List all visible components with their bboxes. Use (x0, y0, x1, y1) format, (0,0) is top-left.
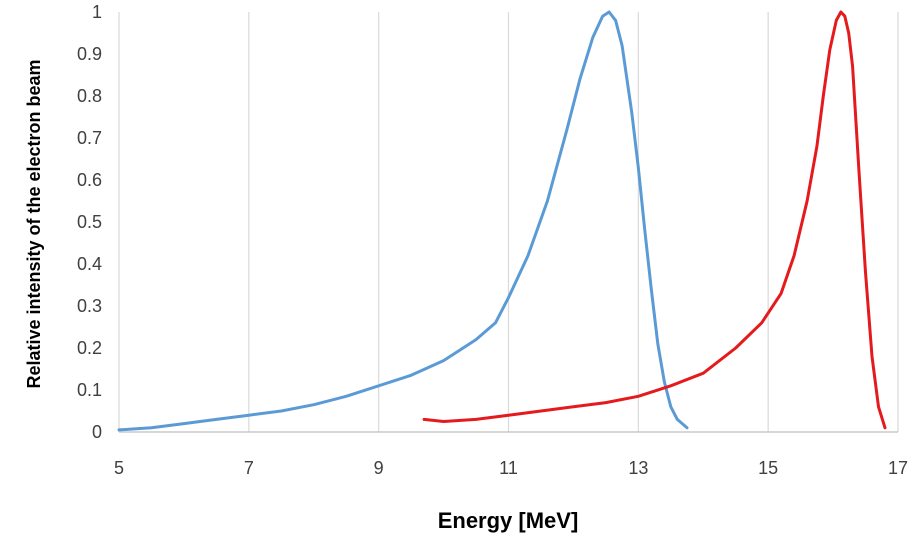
y-tick-label-6: 0.6 (77, 170, 102, 190)
x-tick-label-4: 13 (628, 458, 648, 478)
x-tick-label-0: 5 (114, 458, 124, 478)
y-tick-label-9: 0.9 (77, 44, 102, 64)
x-tick-label-2: 9 (374, 458, 384, 478)
y-tick-label-7: 0.7 (77, 128, 102, 148)
y-tick-label-2: 0.2 (77, 338, 102, 358)
x-tick-label-3: 11 (499, 458, 518, 478)
y-tick-label-4: 0.4 (77, 254, 102, 274)
series-line-0 (117, 10, 689, 432)
x-tick-label-6: 17 (888, 458, 908, 478)
y-tick-label-8: 0.8 (77, 86, 102, 106)
y-tick-label-0: 0 (92, 422, 102, 442)
y-axis-ticks: 0 0.1 0.2 0.3 0.4 0.5 0.6 0.7 0.8 0.9 1 (77, 2, 102, 442)
series-layer (117, 10, 887, 432)
x-axis-title: Energy [MeV] (438, 508, 579, 533)
y-tick-label-3: 0.3 (77, 296, 102, 316)
y-tick-label-10: 1 (92, 2, 102, 22)
series-line-1 (422, 10, 887, 430)
x-axis-ticks: 5 7 9 11 13 15 17 (114, 458, 908, 478)
y-tick-label-5: 0.5 (77, 212, 102, 232)
y-tick-label-1: 0.1 (77, 380, 102, 400)
gridlines (118, 12, 899, 432)
y-axis-title: Relative intensity of the electron beam (24, 59, 44, 388)
x-tick-label-1: 7 (244, 458, 254, 478)
x-tick-label-5: 15 (758, 458, 778, 478)
